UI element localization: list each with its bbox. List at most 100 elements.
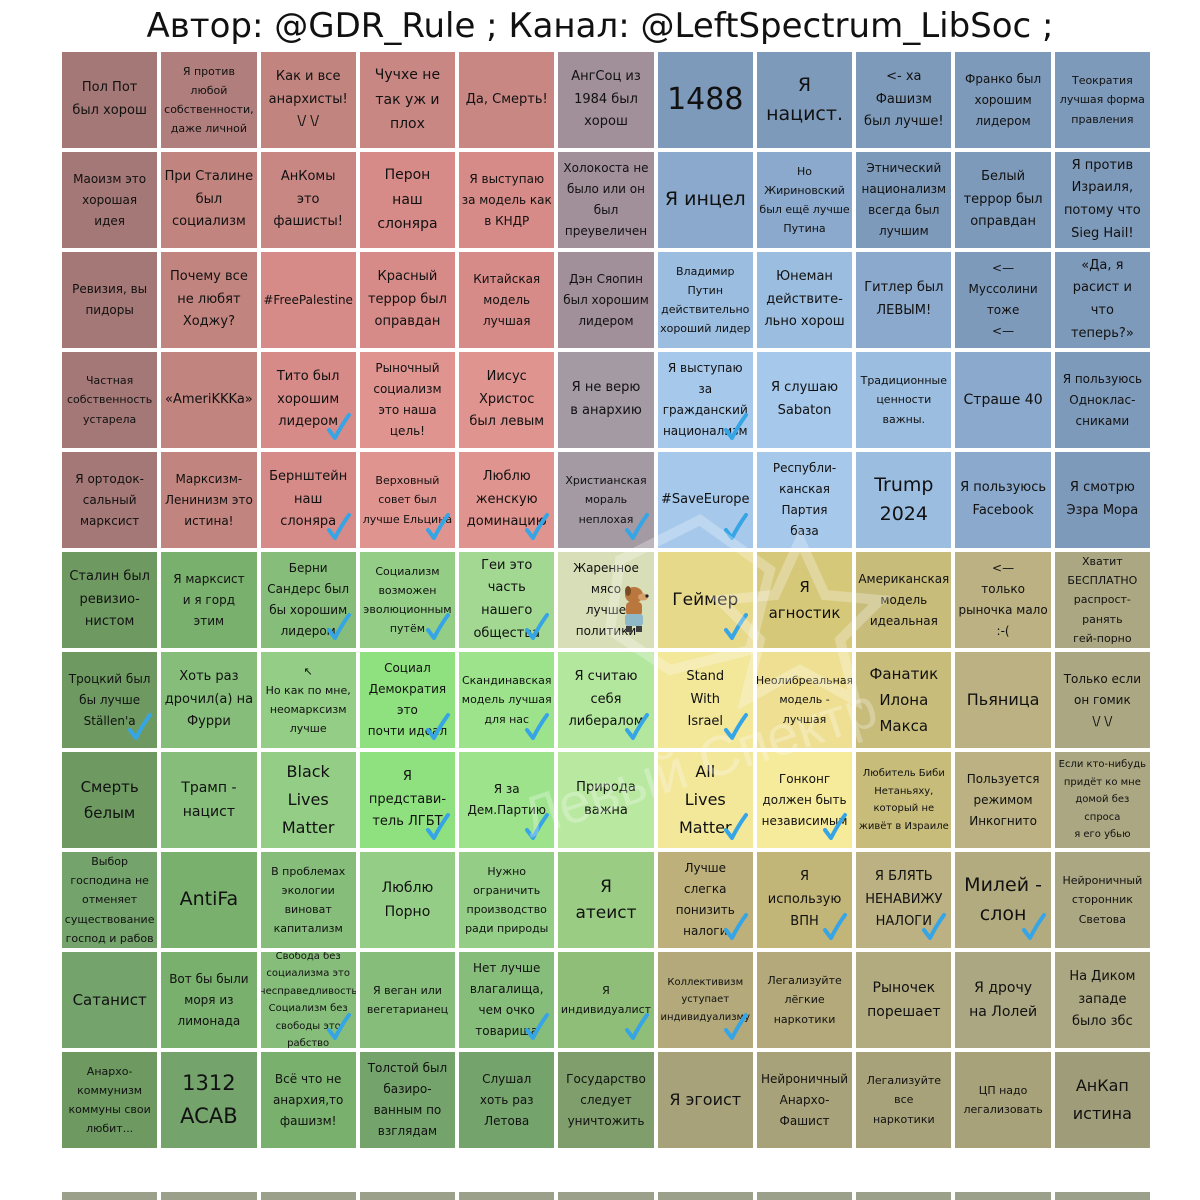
bingo-cell[interactable]: Я атеист: [558, 852, 654, 948]
bingo-cell[interactable]: Слушал хоть раз Летова: [459, 1052, 555, 1148]
bingo-cell[interactable]: Я инцел: [657, 152, 753, 248]
bingo-cell[interactable]: Я использую ВПН: [756, 852, 853, 948]
bingo-cell[interactable]: При Сталине был социализм: [161, 152, 257, 248]
bingo-cell[interactable]: Trump 2024: [856, 452, 952, 548]
bingo-cell[interactable]: Троцкий был бы лучше Ställen'a: [62, 652, 158, 748]
bingo-cell[interactable]: Я слушаю Sabaton: [756, 352, 853, 448]
bingo-cell[interactable]: Страше 40: [955, 352, 1051, 448]
bingo-cell[interactable]: ↖ Но как по мне, неомарксизм лучше: [260, 652, 356, 748]
bingo-cell[interactable]: Я пользуюсь Одноклас- сниками: [1054, 352, 1150, 448]
bingo-cell[interactable]: Всё что не анархия,то фашизм!: [260, 1052, 356, 1148]
bingo-cell[interactable]: <- ха Фашизм был лучше!: [856, 52, 952, 148]
bingo-cell[interactable]: Бернштейн наш слоняра: [260, 452, 356, 548]
bingo-cell[interactable]: Американская модель идеальная: [856, 552, 952, 648]
bingo-cell[interactable]: Black Lives Matter: [260, 752, 356, 848]
bingo-cell[interactable]: Я не верю в анархию: [558, 352, 654, 448]
bingo-cell[interactable]: Сатанист: [62, 952, 158, 1048]
bingo-cell[interactable]: Толстой был базиро- ванным по взглядам: [359, 1052, 456, 1148]
bingo-cell[interactable]: Коллективизм уступает индивидуализму: [657, 952, 753, 1048]
bingo-cell[interactable]: 1312 ACAB: [161, 1052, 257, 1148]
bingo-cell[interactable]: Рыночный социализм это наша цель!: [359, 352, 456, 448]
bingo-cell[interactable]: All Lives Matter: [657, 752, 753, 848]
bingo-cell[interactable]: Ревизия, вы пидоры: [62, 252, 158, 348]
bingo-cell[interactable]: Почему все не любят Ходжу?: [161, 252, 257, 348]
bingo-cell[interactable]: Я смотрю Эзра Мора: [1054, 452, 1150, 548]
bingo-cell[interactable]: Stand With Israel: [657, 652, 753, 748]
bingo-cell[interactable]: Традиционные ценности важны.: [856, 352, 952, 448]
bingo-cell[interactable]: Вот бы были моря из лимонада: [161, 952, 257, 1048]
bingo-cell[interactable]: Я марксист и я горд этим: [161, 552, 257, 648]
bingo-cell[interactable]: Хватит БЕСПЛАТНО распрост- ранять гей-по…: [1054, 552, 1150, 648]
bingo-cell[interactable]: Легализуйте все наркотики: [856, 1052, 952, 1148]
bingo-cell[interactable]: Только если он гомик \/ \/: [1054, 652, 1150, 748]
bingo-cell[interactable]: Перон наш слоняра: [359, 152, 456, 248]
bingo-cell[interactable]: АнгСоц из 1984 был хорош: [558, 52, 654, 148]
bingo-cell[interactable]: На Диком западе было збс: [1054, 952, 1150, 1048]
bingo-cell[interactable]: Милей - слон: [955, 852, 1051, 948]
bingo-cell[interactable]: «Да, я расист и что теперь?»: [1054, 252, 1150, 348]
bingo-cell[interactable]: Фанатик Илона Макса: [856, 652, 952, 748]
bingo-cell[interactable]: Жаренное мясо лучше политики: [558, 552, 654, 648]
bingo-cell[interactable]: Рыночек порешает: [856, 952, 952, 1048]
bingo-cell[interactable]: Скандинавская модель лучшая для нас: [459, 652, 555, 748]
bingo-cell[interactable]: Владимир Путин действительно хороший лид…: [657, 252, 753, 348]
bingo-cell[interactable]: Частная собственность устарела: [62, 352, 158, 448]
bingo-cell[interactable]: Сталин был ревизио- нистом: [62, 552, 158, 648]
bingo-cell[interactable]: Анархо- коммунизм коммуны свои любит...: [62, 1052, 158, 1148]
bingo-cell[interactable]: Выбор господина не отменяет существовани…: [62, 852, 158, 948]
bingo-cell[interactable]: 1488: [657, 52, 753, 148]
bingo-cell[interactable]: Чучхе не так уж и плох: [359, 52, 456, 148]
bingo-cell[interactable]: Но Жириновский был ещё лучше Путина: [756, 152, 853, 248]
bingo-cell[interactable]: Да, Смерть!: [459, 52, 555, 148]
bingo-cell[interactable]: Я нацист.: [756, 52, 853, 148]
bingo-cell[interactable]: АнКап истина: [1054, 1052, 1150, 1148]
bingo-cell[interactable]: Этнический национализм всегда был лучшим: [856, 152, 952, 248]
bingo-cell[interactable]: #SaveEurope: [657, 452, 753, 548]
bingo-cell[interactable]: Берни Сандерс был бы хорошим лидером: [260, 552, 356, 648]
bingo-cell[interactable]: Красный террор был оправдан: [359, 252, 456, 348]
bingo-cell[interactable]: Легализуйте лёгкие наркотики: [756, 952, 853, 1048]
bingo-cell[interactable]: Гонконг должен быть независимым: [756, 752, 853, 848]
bingo-cell[interactable]: Трамп - нацист: [161, 752, 257, 848]
bingo-cell[interactable]: Люблю Порно: [359, 852, 456, 948]
bingo-cell[interactable]: Белый террор был оправдан: [955, 152, 1051, 248]
bingo-cell[interactable]: АнКомы это фашисты!: [260, 152, 356, 248]
bingo-cell[interactable]: Христианская мораль неплохая: [558, 452, 654, 548]
bingo-cell[interactable]: ЦП надо легализовать: [955, 1052, 1051, 1148]
bingo-cell[interactable]: Геймер: [657, 552, 753, 648]
bingo-cell[interactable]: Я эгоист: [657, 1052, 753, 1148]
bingo-cell[interactable]: Я веган или вегетарианец: [359, 952, 456, 1048]
bingo-cell[interactable]: Я БЛЯТЬ НЕНАВИЖУ НАЛОГИ: [856, 852, 952, 948]
bingo-cell[interactable]: <— только рыночка мало :-(: [955, 552, 1051, 648]
bingo-cell[interactable]: Я выступаю за гражданский национализм: [657, 352, 753, 448]
bingo-cell[interactable]: <— Муссолини тоже <—: [955, 252, 1051, 348]
bingo-cell[interactable]: Республи- канская Партия база: [756, 452, 853, 548]
bingo-cell[interactable]: Я представи- тель ЛГБТ: [359, 752, 456, 848]
bingo-cell[interactable]: Хоть раз дрочил(а) на Фурри: [161, 652, 257, 748]
bingo-cell[interactable]: Иисус Христос был левым: [459, 352, 555, 448]
bingo-cell[interactable]: Нейроничный сторонник Светова: [1054, 852, 1150, 948]
bingo-cell[interactable]: Если кто-нибудь придёт ко мне домой без …: [1054, 752, 1150, 848]
bingo-cell[interactable]: Я пользуюсь Facebook: [955, 452, 1051, 548]
bingo-cell[interactable]: Пьяница: [955, 652, 1051, 748]
bingo-cell[interactable]: Я против Израиля, потому что Sieg Hail!: [1054, 152, 1150, 248]
bingo-cell[interactable]: Китайская модель лучшая: [459, 252, 555, 348]
bingo-cell[interactable]: Дэн Сяопин был хорошим лидером: [558, 252, 654, 348]
bingo-cell[interactable]: Нейроничный Анархо- Фашист: [756, 1052, 853, 1148]
bingo-cell[interactable]: Я считаю себя либералом: [558, 652, 654, 748]
bingo-cell[interactable]: Социал Демократия это почти идеал: [359, 652, 456, 748]
bingo-cell[interactable]: Я за Дем.Партию: [459, 752, 555, 848]
bingo-cell[interactable]: Социализм возможен эволюционным путём: [359, 552, 456, 648]
bingo-cell[interactable]: Я против любой собственности, даже лично…: [161, 52, 257, 148]
bingo-cell[interactable]: Марксизм- Ленинизм это истина!: [161, 452, 257, 548]
bingo-cell[interactable]: Пользуется режимом Инкогнито: [955, 752, 1051, 848]
bingo-cell[interactable]: Франко был хорошим лидером: [955, 52, 1051, 148]
bingo-cell[interactable]: Теократия лучшая форма правления: [1054, 52, 1150, 148]
bingo-cell[interactable]: «AmeriKKKa»: [161, 352, 257, 448]
bingo-cell[interactable]: Юнеман действите- льно хорош: [756, 252, 853, 348]
bingo-cell[interactable]: Гитлер был ЛЕВЫМ!: [856, 252, 952, 348]
bingo-cell[interactable]: Я индивидуалист: [558, 952, 654, 1048]
bingo-cell[interactable]: Лучше слегка понизить налоги: [657, 852, 753, 948]
bingo-cell[interactable]: Верховный совет был лучше Ельцина: [359, 452, 456, 548]
bingo-cell[interactable]: Геи это часть нашего общества: [459, 552, 555, 648]
